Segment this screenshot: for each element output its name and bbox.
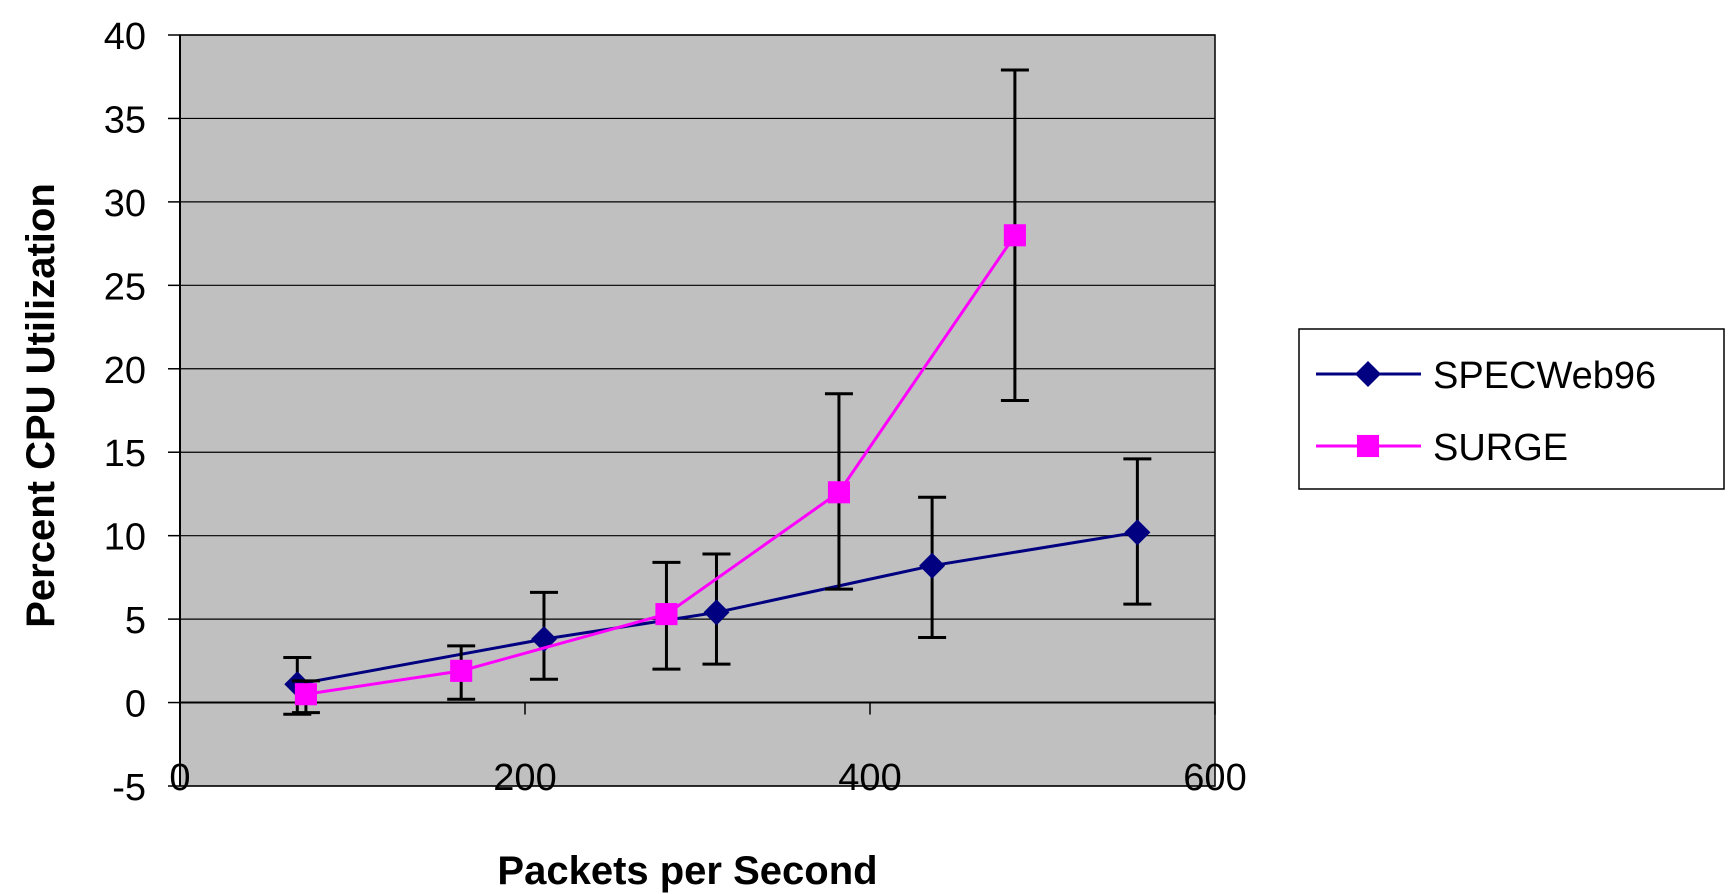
y-tick-label: 10 <box>104 517 146 559</box>
data-point-square <box>827 481 850 504</box>
series-surge <box>291 68 1029 715</box>
data-point-diamond <box>919 552 946 579</box>
data-point-diamond <box>703 599 730 626</box>
x-tick-label: 0 <box>169 757 190 799</box>
legend-label: SURGE <box>1433 427 1568 469</box>
legend-box <box>1298 328 1725 490</box>
y-tick-label: -5 <box>112 767 146 809</box>
y-tick-label: 20 <box>104 350 146 392</box>
x-tick-label: 600 <box>1183 757 1246 799</box>
data-point-square <box>294 683 317 706</box>
data-point-square <box>655 603 678 626</box>
y-tick-label: 35 <box>104 99 146 141</box>
data-point-square <box>450 659 473 682</box>
y-tick-label: 30 <box>104 183 146 225</box>
x-tick-label: 400 <box>838 757 901 799</box>
x-axis-title: Packets per Second <box>497 849 877 893</box>
legend-label: SPECWeb96 <box>1433 355 1656 397</box>
y-tick-label: 25 <box>104 266 146 308</box>
legend-item-surge: SURGE <box>1316 427 1568 469</box>
series-layer <box>283 68 1152 716</box>
y-tick-label: 40 <box>104 16 146 58</box>
data-point-square <box>1356 434 1380 458</box>
x-tick-label: 200 <box>493 757 556 799</box>
legend-item-specweb96: SPECWeb96 <box>1316 355 1656 397</box>
y-tick-label: 5 <box>125 600 146 642</box>
plot-area <box>179 34 1216 787</box>
data-point-square <box>1003 224 1026 247</box>
y-tick-label: 15 <box>104 433 146 475</box>
y-axis-title: Percent CPU Utilization <box>19 183 63 628</box>
legend: SPECWeb96 SURGE <box>1298 328 1725 490</box>
y-tick-label: 0 <box>125 684 146 726</box>
data-point-diamond <box>1355 361 1381 387</box>
data-point-diamond <box>1124 519 1151 546</box>
